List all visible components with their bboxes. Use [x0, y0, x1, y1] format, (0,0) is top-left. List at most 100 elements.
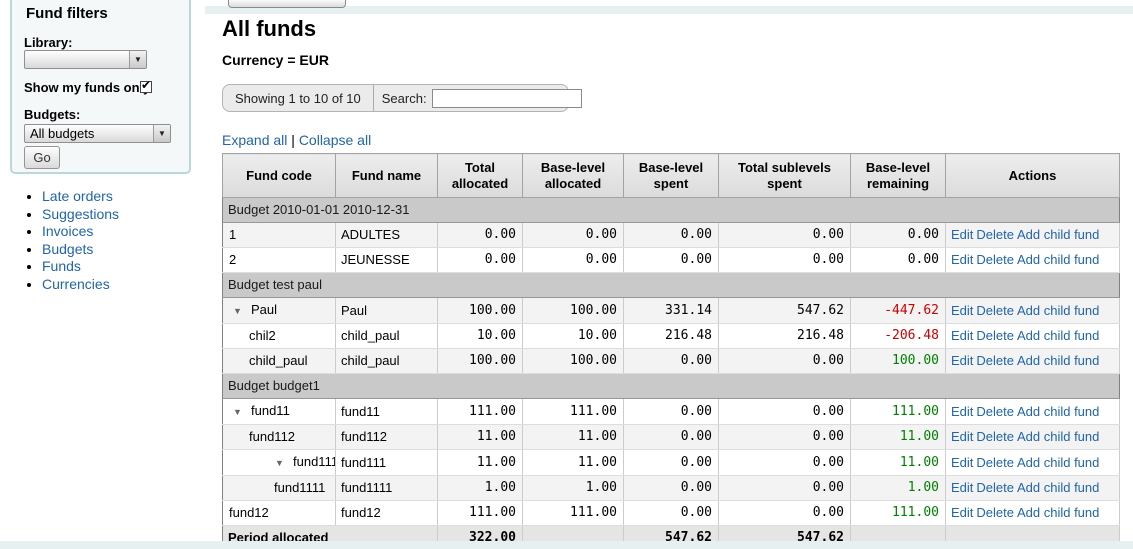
add-child-fund-link[interactable]: Add child fund: [1016, 227, 1100, 242]
fund-code: 1: [229, 227, 237, 242]
edit-link[interactable]: Edit: [951, 227, 974, 242]
funds-table: Fund code Fund name Total allocated Base…: [222, 153, 1120, 549]
fund-actions-cell: Edit Delete Add child fund: [945, 398, 1120, 425]
funds-table-header: Fund code Fund name Total allocated Base…: [222, 153, 1120, 198]
delete-link[interactable]: Delete: [976, 505, 1014, 520]
delete-link[interactable]: Delete: [976, 302, 1014, 318]
cutoff-toolbar-button[interactable]: [228, 0, 346, 8]
collapse-toggle-icon[interactable]: ▼: [233, 407, 242, 417]
fund-remaining: 111.00: [850, 500, 946, 526]
fund-sublevels_spent: 0.00: [718, 398, 851, 425]
budgets-select[interactable]: All budgets ▼: [24, 124, 171, 143]
fund-total_allocated: 11.00: [437, 449, 523, 476]
nav-link-currencies[interactable]: Currencies: [42, 275, 110, 292]
fund-actions-cell: Edit Delete Add child fund: [945, 500, 1120, 526]
fund-sublevels_spent: 0.00: [718, 348, 851, 374]
nav-link-invoices[interactable]: Invoices: [42, 223, 94, 239]
budgets-select-value: All budgets: [30, 126, 95, 141]
add-child-fund-link[interactable]: Add child fund: [1016, 403, 1100, 419]
edit-link[interactable]: Edit: [951, 252, 974, 267]
fund-remaining: 0.00: [850, 222, 946, 248]
fund-code: 2: [229, 252, 237, 267]
delete-link[interactable]: Delete: [976, 403, 1014, 419]
fund-base_spent: 0.00: [623, 247, 719, 273]
table-controls-bar: Showing 1 to 10 of 10 Search:: [222, 84, 582, 112]
fund-code-cell: chil2: [222, 323, 336, 349]
fund-base_allocated: 111.00: [522, 500, 624, 526]
show-my-funds-checkbox[interactable]: ✔: [140, 78, 152, 93]
fund-remaining: -447.62: [850, 297, 946, 324]
edit-link[interactable]: Edit: [951, 429, 974, 444]
add-child-fund-link[interactable]: Add child fund: [1016, 429, 1100, 444]
fund-row: child_paul child_paul 100.00 100.00 0.00 0.00…: [222, 348, 1120, 374]
fund-name-cell: fund11: [335, 398, 438, 425]
nav-link-late-orders[interactable]: Late orders: [42, 188, 113, 204]
go-button[interactable]: Go: [24, 146, 60, 169]
add-child-fund-link[interactable]: Add child fund: [1016, 353, 1100, 368]
fund-row: 2 JEUNESSE 0.00 0.00 0.00 0.00 0.00 Edit Delete A…: [222, 247, 1120, 273]
delete-link[interactable]: Delete: [976, 252, 1014, 267]
checkmark-icon: ✔: [141, 78, 152, 92]
fund-code-cell: 1: [222, 222, 336, 248]
fund-row: ▼ fund111 fund111 11.00 11.00 0.00 0.00 11.00 Ed…: [222, 449, 1120, 476]
edit-link[interactable]: Edit: [951, 403, 974, 419]
add-child-fund-link[interactable]: Add child fund: [1016, 480, 1100, 495]
fund-sublevels_spent: 547.62: [718, 297, 851, 324]
delete-link[interactable]: Delete: [976, 227, 1014, 242]
budget-group-label: Budget test paul: [222, 272, 1120, 298]
budget-group-row: Budget 2010-01-01 2010-12-31: [222, 197, 1120, 223]
fund-remaining: 11.00: [850, 449, 946, 476]
fund-filters-panel: Fund filters Library: ▼ Show my funds on…: [10, 0, 191, 174]
fund-remaining: 0.00: [850, 247, 946, 273]
delete-link[interactable]: Delete: [976, 328, 1014, 343]
fund-base_allocated: 0.00: [522, 247, 624, 273]
fund-code-cell: fund112: [222, 424, 336, 450]
add-child-fund-link[interactable]: Add child fund: [1016, 328, 1100, 343]
nav-link-suggestions[interactable]: Suggestions: [42, 205, 120, 222]
delete-link[interactable]: Delete: [976, 454, 1014, 470]
edit-link[interactable]: Edit: [951, 353, 974, 368]
delete-link[interactable]: Delete: [976, 480, 1014, 495]
column-header-total-allocated: Total allocated: [437, 153, 523, 198]
delete-link[interactable]: Delete: [976, 353, 1014, 368]
nav-link-budgets[interactable]: Budgets: [42, 240, 94, 257]
fund-name-cell: child_paul: [335, 323, 438, 349]
fund-code-cell: child_paul: [222, 348, 336, 374]
search-input[interactable]: [431, 88, 582, 108]
collapse-toggle-icon[interactable]: ▼: [233, 306, 242, 316]
nav-link-funds[interactable]: Funds: [42, 258, 81, 274]
fund-filters-title: Fund filters: [26, 5, 108, 22]
fund-total_allocated: 0.00: [437, 247, 523, 273]
fund-base_spent: 0.00: [623, 500, 719, 526]
fund-remaining: -206.48: [850, 323, 946, 349]
fund-base_spent: 0.00: [623, 424, 719, 450]
fund-row: fund12 fund12 111.00 111.00 0.00 0.00 111.00 Ed…: [222, 500, 1120, 526]
add-child-fund-link[interactable]: Add child fund: [1016, 302, 1100, 318]
edit-link[interactable]: Edit: [951, 328, 974, 343]
fund-base_allocated: 100.00: [522, 348, 624, 374]
delete-link[interactable]: Delete: [976, 429, 1014, 444]
column-header-sublevels-spent: Total sublevels spent: [718, 153, 851, 198]
top-toolbar-strip: [205, 6, 1133, 14]
fund-actions-cell: Edit Delete Add child fund: [945, 297, 1120, 324]
fund-name-cell: JEUNESSE: [335, 247, 438, 273]
fund-actions-cell: Edit Delete Add child fund: [945, 323, 1120, 349]
edit-link[interactable]: Edit: [951, 454, 974, 470]
collapse-all-link[interactable]: Collapse all: [298, 132, 372, 148]
collapse-toggle-icon[interactable]: ▼: [275, 458, 284, 468]
edit-link[interactable]: Edit: [951, 505, 974, 520]
fund-total_allocated: 11.00: [437, 424, 523, 450]
fund-base_spent: 331.14: [623, 297, 719, 324]
edit-link[interactable]: Edit: [951, 480, 974, 495]
add-child-fund-link[interactable]: Add child fund: [1016, 454, 1100, 470]
edit-link[interactable]: Edit: [951, 302, 974, 318]
expand-all-link[interactable]: Expand all: [222, 132, 288, 148]
add-child-fund-link[interactable]: Add child fund: [1016, 505, 1100, 520]
fund-code-cell: 2: [222, 247, 336, 273]
fund-code: fund111: [293, 454, 336, 469]
fund-code: fund1111: [274, 480, 326, 495]
add-child-fund-link[interactable]: Add child fund: [1016, 252, 1100, 267]
nav-item: Suggestions: [42, 206, 119, 224]
fund-name-cell: Paul: [335, 297, 438, 324]
library-select[interactable]: ▼: [24, 50, 147, 69]
